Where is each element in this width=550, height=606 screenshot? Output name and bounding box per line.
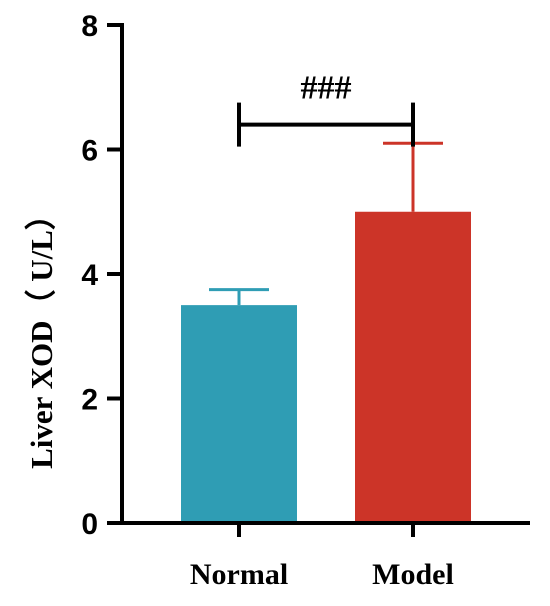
plot-area: Normal Model 0 2 4 6 8 ### <box>81 10 530 591</box>
significance-label: ### <box>301 70 352 107</box>
y-tick-label-2: 2 <box>81 384 98 417</box>
y-tick-label-4: 4 <box>81 259 98 292</box>
x-tick-label-normal: Normal <box>190 558 288 591</box>
y-tick-label-8: 8 <box>81 10 98 43</box>
bar-normal <box>181 305 297 523</box>
y-axis-title: Liver XOD（ U/L） <box>24 199 59 469</box>
y-tick-label-0: 0 <box>81 508 98 541</box>
x-tick-label-model: Model <box>372 558 454 591</box>
bar-model <box>355 211 471 523</box>
y-tick-label-6: 6 <box>81 135 98 168</box>
